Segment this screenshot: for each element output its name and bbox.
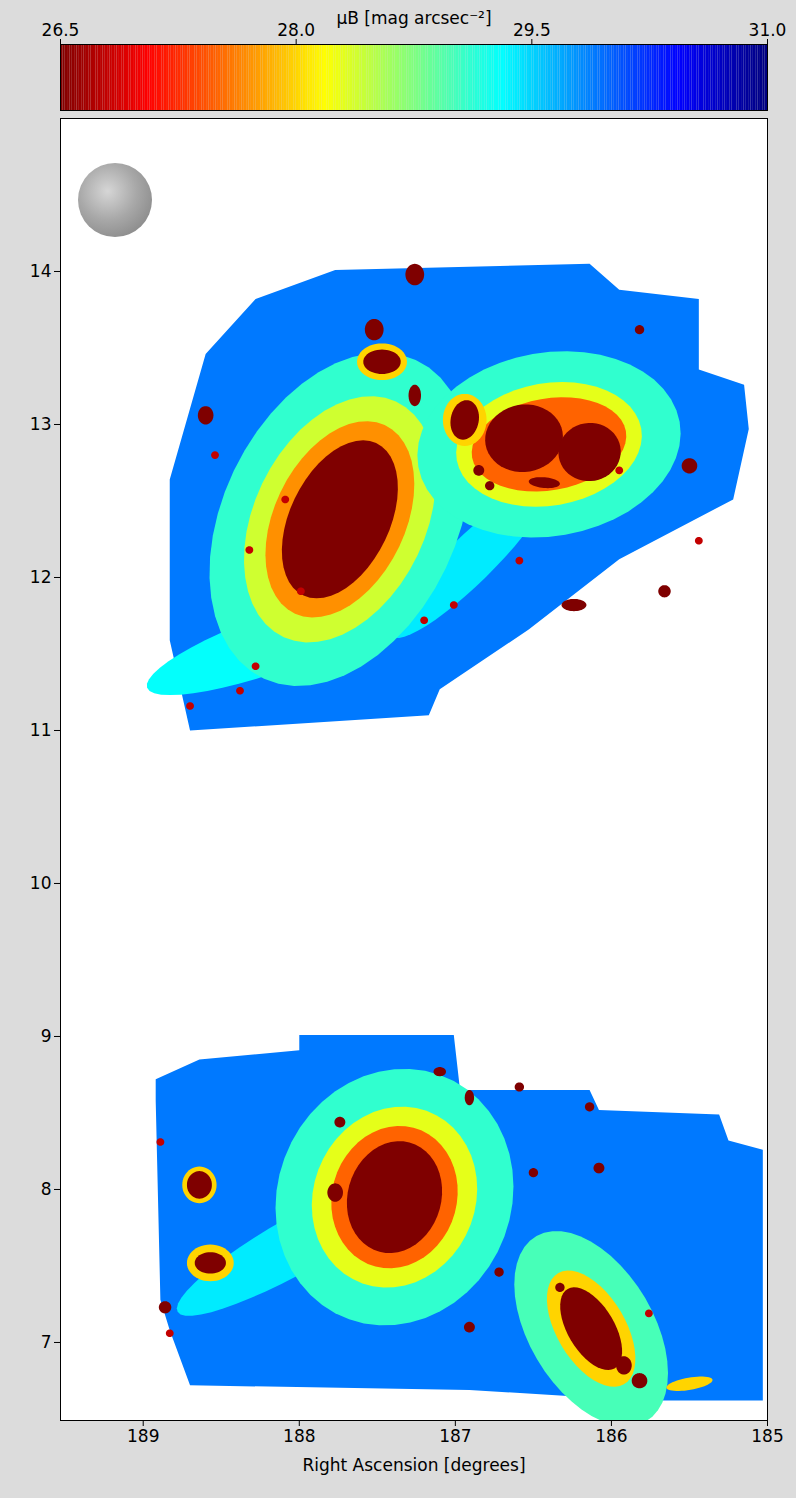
svg-text:12: 12 xyxy=(30,567,52,587)
svg-text:14: 14 xyxy=(30,261,52,281)
svg-text:μB [mag arcsec⁻²]: μB [mag arcsec⁻²] xyxy=(336,8,491,28)
svg-text:10: 10 xyxy=(30,873,52,893)
svg-text:31.0: 31.0 xyxy=(749,20,787,40)
svg-text:189: 189 xyxy=(127,1426,159,1446)
svg-text:29.5: 29.5 xyxy=(513,20,551,40)
svg-text:11: 11 xyxy=(30,720,52,740)
svg-text:185: 185 xyxy=(751,1426,783,1446)
svg-text:188: 188 xyxy=(283,1426,315,1446)
svg-text:187: 187 xyxy=(439,1426,471,1446)
svg-text:8: 8 xyxy=(41,1179,52,1199)
svg-text:Right Ascension [degrees]: Right Ascension [degrees] xyxy=(302,1455,525,1475)
svg-text:7: 7 xyxy=(41,1332,52,1352)
svg-text:28.0: 28.0 xyxy=(277,20,315,40)
svg-text:26.5: 26.5 xyxy=(42,20,80,40)
svg-text:186: 186 xyxy=(595,1426,627,1446)
svg-text:9: 9 xyxy=(41,1026,52,1046)
svg-text:13: 13 xyxy=(30,414,52,434)
